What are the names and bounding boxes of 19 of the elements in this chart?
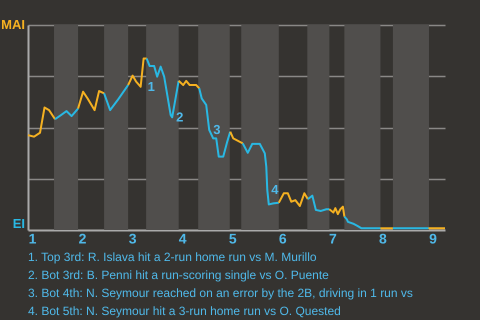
- text: EI: [12, 216, 25, 231]
- x-tick-label: 3: [128, 230, 137, 246]
- text: 1. Top 3rd: R. Islava hit a 2-run home run vs M. Murillo: [28, 250, 317, 264]
- x-tick-label: 7: [328, 230, 337, 246]
- text: 3. Bot 4th: N. Seymour reached on an error by the 2B, driving in 1 run vs: [28, 286, 413, 300]
- annotation: 2: [176, 109, 184, 124]
- x-tick-label: 5: [228, 230, 237, 246]
- x-tick-label: 6: [278, 230, 287, 246]
- text: MAI: [1, 17, 25, 32]
- x-tick-label: 9: [429, 230, 438, 246]
- x-tick-label: 8: [379, 230, 388, 246]
- text: 2. Bot 3rd: B. Penni hit a run-scoring single vs O. Puente: [28, 268, 330, 282]
- text: 4. Bot 5th: N. Seymour hit a 3-run home run vs O. Quested: [28, 304, 341, 318]
- x-tick-label: 1: [28, 230, 37, 246]
- x-tick-label: 2: [78, 230, 87, 246]
- annotation: 3: [213, 122, 220, 137]
- annotation: 1: [148, 78, 155, 94]
- x-tick-label: 4: [178, 230, 187, 246]
- annotation: 4: [271, 182, 280, 198]
